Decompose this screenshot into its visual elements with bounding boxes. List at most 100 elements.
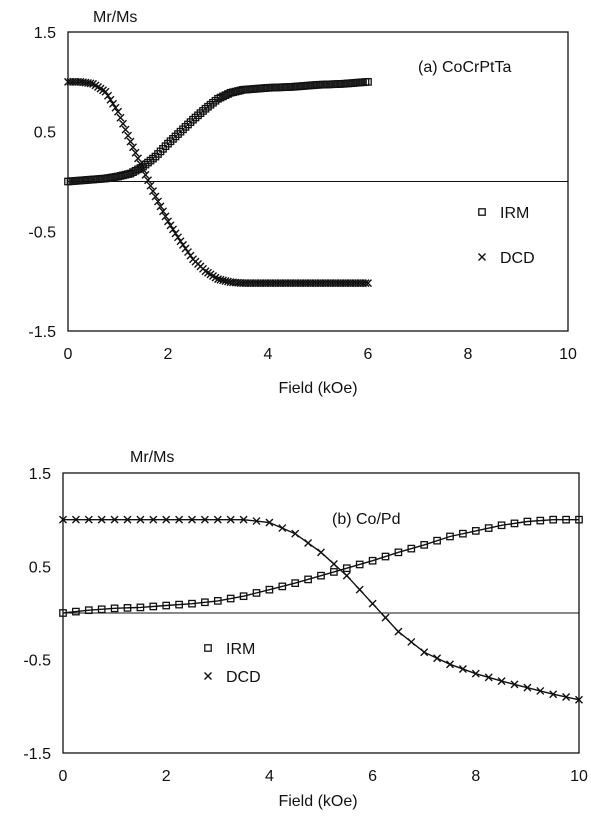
data-point-dcd (151, 192, 160, 201)
data-point-irm (216, 93, 225, 102)
data-point-dcd (361, 279, 370, 288)
data-point-irm (97, 605, 106, 614)
legend-label-irm: IRM (500, 205, 529, 222)
data-point-irm (291, 579, 300, 587)
x-tick-label: 2 (162, 768, 171, 785)
data-point-irm (224, 90, 232, 98)
data-point-dcd (156, 202, 165, 211)
legend-label-dcd: DCD (226, 669, 261, 686)
data-point-irm (214, 94, 222, 103)
data-point-dcd (175, 515, 184, 524)
data-point-irm (252, 589, 261, 597)
series-line-dcd (63, 519, 580, 701)
series-dcd (64, 77, 372, 288)
data-point-dcd (136, 515, 145, 524)
data-point-dcd (171, 229, 180, 238)
panel-a: 0 2 4 6 8 10 1.5 0.5 -0.5 -1.5 Mr/Ms Field (kOe) (a)… (28, 9, 577, 397)
data-point-dcd (317, 548, 325, 557)
data-point-irm (136, 603, 145, 612)
data-point-irm (368, 556, 377, 565)
y-axis-label: Mr/Ms (93, 9, 137, 26)
data-point-dcd (110, 515, 119, 524)
data-point-irm (471, 527, 480, 535)
data-point-dcd (123, 515, 132, 524)
data-point-dcd (188, 515, 196, 524)
data-point-dcd (144, 176, 152, 185)
data-point-irm (149, 602, 158, 611)
data-point-irm (174, 130, 182, 138)
data-point-irm (330, 568, 338, 576)
data-point-irm (162, 601, 171, 610)
data-point-dcd (342, 571, 351, 580)
data-point-irm (194, 111, 202, 120)
data-point-irm (549, 515, 558, 524)
data-point-irm (226, 594, 235, 603)
data-point-irm (446, 532, 454, 541)
data-point-dcd (446, 660, 454, 669)
series-dcd (59, 515, 583, 704)
legend-marker-irm (204, 644, 212, 652)
data-point-dcd (139, 165, 147, 174)
data-point-irm (144, 158, 152, 167)
data-point-dcd (200, 515, 209, 524)
data-point-irm (342, 564, 351, 573)
panel-b: 0 2 4 6 8 10 1.5 0.5 -0.5 -1.5 Mr/Ms Field (kOe) (b)… (23, 449, 588, 810)
x-tick-label: 8 (464, 346, 473, 363)
data-point-dcd (166, 221, 175, 230)
data-point-irm (221, 91, 230, 100)
data-point-irm (188, 599, 196, 608)
data-point-dcd (141, 170, 150, 179)
data-point-dcd (291, 529, 300, 538)
data-point-irm (169, 134, 177, 143)
y-tick-label: 1.5 (34, 25, 56, 42)
data-point-dcd (159, 207, 167, 216)
data-point-dcd (549, 690, 558, 699)
data-point-dcd (124, 131, 132, 140)
data-point-dcd (458, 665, 467, 673)
legend-marker-dcd (204, 672, 212, 680)
data-point-dcd (131, 148, 140, 157)
data-point-irm (166, 137, 175, 146)
data-point-dcd (181, 244, 190, 253)
data-point-dcd (119, 119, 127, 128)
data-point-irm (355, 560, 364, 569)
y-tick-label: 0.5 (34, 125, 56, 142)
data-point-irm (562, 515, 570, 524)
x-tick-label: 0 (64, 346, 73, 363)
data-point-irm (420, 541, 429, 549)
series-irm (64, 77, 372, 186)
data-point-dcd (136, 159, 145, 168)
data-point-irm (184, 120, 192, 129)
data-point-dcd (161, 212, 170, 221)
data-point-dcd (575, 695, 583, 704)
data-point-dcd (162, 515, 171, 524)
data-point-dcd (536, 686, 545, 695)
data-point-dcd (364, 279, 372, 288)
data-point-dcd (169, 225, 177, 234)
data-point-irm (278, 582, 287, 591)
data-point-irm (523, 517, 532, 526)
x-tick-label: 6 (368, 768, 377, 785)
data-point-dcd (134, 154, 142, 163)
panel-label: (a) CoCrPtTa (418, 59, 511, 76)
data-point-irm (209, 98, 217, 107)
x-tick-label: 2 (164, 346, 173, 363)
legend-marker-dcd (478, 253, 486, 261)
data-point-irm (123, 604, 132, 612)
data-point-irm (72, 607, 80, 616)
data-point-irm (407, 544, 416, 553)
x-tick-label: 8 (471, 768, 480, 785)
data-point-irm (146, 156, 155, 165)
data-point-dcd (126, 137, 135, 146)
y-tick-label: -1.5 (23, 746, 51, 763)
data-point-dcd (433, 654, 442, 663)
data-point-dcd (59, 515, 67, 524)
data-point-irm (219, 92, 227, 101)
data-point-irm (204, 102, 212, 111)
data-point-irm (59, 609, 67, 617)
data-point-dcd (304, 539, 313, 547)
x-tick-label: 10 (559, 346, 577, 363)
data-point-dcd (329, 560, 338, 568)
data-point-irm (213, 597, 222, 605)
